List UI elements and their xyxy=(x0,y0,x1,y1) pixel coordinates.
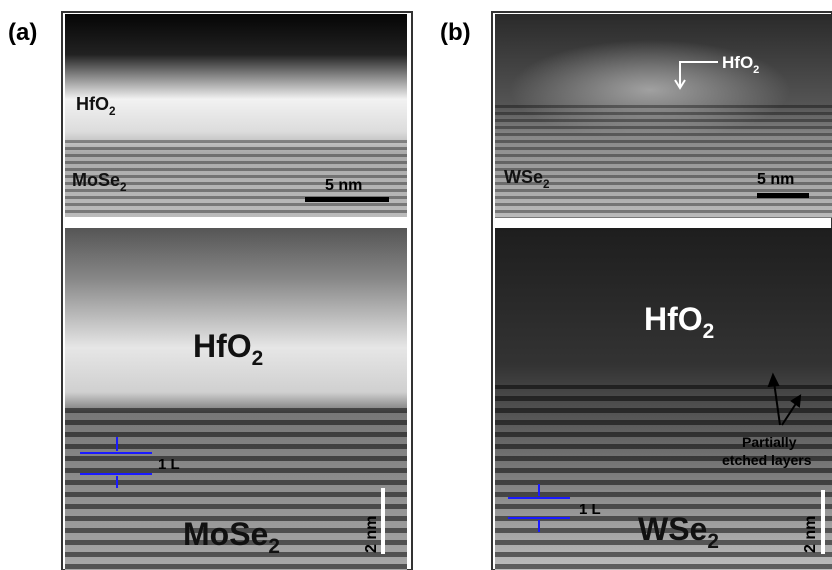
oxide-label: HfO2 xyxy=(193,328,263,370)
scale-bar xyxy=(305,197,389,202)
label-sub: 2 xyxy=(703,320,715,343)
panel-label: (a) xyxy=(8,19,37,46)
layer-label: 1 L xyxy=(158,456,180,473)
label-main: WSe xyxy=(504,167,543,187)
lattice xyxy=(65,138,407,217)
label-sub: 2 xyxy=(707,530,719,553)
layer-marker xyxy=(80,437,152,488)
scale-bar xyxy=(381,488,385,554)
label-main: WSe xyxy=(638,511,707,547)
substrate-label: MoSe2 xyxy=(72,170,127,194)
arrow xyxy=(767,372,802,426)
substrate-label: WSe2 xyxy=(638,511,719,553)
scale-bar-label: 2 nm xyxy=(802,516,819,553)
label-sub: 2 xyxy=(543,178,550,191)
substrate-label: MoSe2 xyxy=(183,516,280,558)
label-sub: 2 xyxy=(120,181,127,194)
layer-label: 1 L xyxy=(579,501,601,518)
scale-bar xyxy=(757,193,809,198)
arrow xyxy=(674,61,718,90)
label-sub: 2 xyxy=(753,64,759,76)
scale-bar-label: 5 nm xyxy=(757,171,794,188)
scale-bar xyxy=(821,490,825,554)
label-main: HfO xyxy=(76,94,109,114)
lattice xyxy=(495,105,832,218)
oxide-label: HfO2 xyxy=(76,94,116,118)
annotation: Partially xyxy=(742,434,797,450)
label-sub: 2 xyxy=(109,105,116,118)
label-main: HfO xyxy=(722,53,753,72)
panel-label: (b) xyxy=(440,19,471,46)
label-main: MoSe xyxy=(183,516,268,552)
lattice xyxy=(65,405,407,570)
substrate-label: WSe2 xyxy=(504,167,550,191)
label-sub: 2 xyxy=(252,347,264,370)
annotation: etched layers xyxy=(722,452,812,468)
scale-bar-label: 2 nm xyxy=(363,516,380,553)
oxide-label: HfO2 xyxy=(722,53,759,76)
label-sub: 2 xyxy=(268,535,280,558)
scale-bar-label: 5 nm xyxy=(325,177,362,194)
lattice xyxy=(495,385,832,570)
label-main: HfO xyxy=(193,328,252,364)
label-main: HfO xyxy=(644,301,703,337)
oxide-label: HfO2 xyxy=(644,301,714,343)
layer-marker xyxy=(508,484,570,532)
label-main: MoSe xyxy=(72,170,120,190)
